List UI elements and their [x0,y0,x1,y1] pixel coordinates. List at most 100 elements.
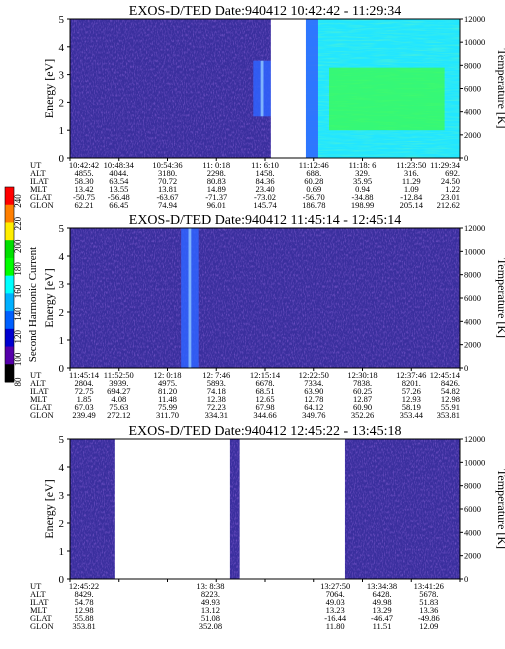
y-right-tick-label: 8000 [464,60,481,70]
orbit-cell: 11:23:50 [396,160,426,170]
orbit-cell: 23.01 [441,192,460,202]
orbit-cell: 6428. [372,589,391,599]
orbit-cell: -73.02 [254,192,276,202]
colorbar-tick-label: 160 [13,284,23,298]
y-right-tick-label: 2000 [464,551,481,561]
orbit-cell: 80.83 [207,176,226,186]
orbit-cell: 0.69 [306,184,321,194]
orbit-cell: 54.82 [441,386,460,396]
colorbar-tick-label: 120 [13,330,23,344]
colorbar-segment [5,204,14,223]
orbit-cell: 12: 7:46 [202,370,230,380]
orbit-cell: 11.48 [158,394,177,404]
y-axis-label: Energy [eV] [42,268,56,327]
orbit-cell: 63.90 [304,386,323,396]
orbit-cell: 353.81 [437,410,460,420]
orbit-cell: 688. [306,168,321,178]
orbit-cell: 8429. [74,589,93,599]
orbit-cell: 3939. [109,378,128,388]
orbit-cell: 12.09 [419,621,438,631]
orbit-cell: 62.21 [74,200,93,210]
orbit-row-label: ILAT [30,176,49,186]
orbit-cell: 316. [404,168,419,178]
spectrogram-panel-3: EXOS-D/TED Date:940412 12:45:22 - 13:45:… [30,424,505,631]
orbit-cell: 57.26 [402,386,421,396]
orbit-cell: 13.42 [74,184,93,194]
orbit-cell: 13.23 [326,605,345,615]
orbit-cell: 7334. [304,378,323,388]
colorbar-tick-label: 100 [13,352,23,366]
y-right-tick-label: 4000 [464,527,481,537]
orbit-cell: 11.80 [326,621,345,631]
y-right-tick-label: 0 [464,574,468,584]
orbit-cell: 81.20 [158,386,177,396]
blue-edge [305,19,318,158]
orbit-cell: 35.95 [353,176,372,186]
y-tick-label: 3 [59,279,65,291]
orbit-cell: 0.94 [355,184,371,194]
orbit-cell: 60.28 [304,176,323,186]
orbit-cell: 13:41:26 [414,581,444,591]
orbit-cell: 58.19 [402,402,421,412]
orbit-cell: 13.29 [372,605,391,615]
orbit-cell: 12.65 [255,394,274,404]
y-tick-label: 5 [59,14,65,26]
orbit-cell: -56.70 [303,192,325,202]
y-right-tick-label: 4000 [464,316,481,326]
y-tick-label: 4 [59,462,65,474]
orbit-cell: 145.74 [253,200,277,210]
y-tick-label: 0 [59,574,65,586]
orbit-cell: 64.12 [304,402,323,412]
orbit-cell: 68.51 [255,386,274,396]
orbit-cell: 67.03 [74,402,93,412]
orbit-cell: 8223. [201,589,220,599]
y-right-axis-label: Temperature [K] [495,258,505,338]
orbit-cell: 186.78 [302,200,325,210]
orbit-cell: 1458. [255,168,274,178]
orbit-cell: 692. [445,168,460,178]
orbit-cell: 12:37:46 [396,370,426,380]
colorbar-segment [5,275,14,294]
y-right-tick-label: 2000 [464,340,481,350]
orbit-cell: 212.62 [437,200,460,210]
orbit-cell: 75.99 [158,402,177,412]
orbit-cell: 51.83 [419,597,438,607]
colorbar-segment [5,187,14,206]
y-right-tick-label: 6000 [464,504,481,514]
orbit-cell: 13.12 [201,605,220,615]
orbit-cell: 23.40 [255,184,274,194]
orbit-row-label: ALT [30,168,47,178]
orbit-cell: 5893. [207,378,226,388]
orbit-cell: 55.91 [441,402,460,412]
orbit-row-label: ILAT [30,386,49,396]
y-tick-label: 4 [59,251,65,263]
orbit-cell: 96.01 [207,200,226,210]
orbit-cell: 49.93 [201,597,220,607]
y-axis-label: Energy [eV] [42,479,56,538]
orbit-cell: -16.44 [324,613,347,623]
data-gap [239,438,345,580]
colorbar-tick-label: 220 [13,216,23,230]
y-tick-label: 1 [59,546,65,558]
blue-band-core [260,60,264,117]
colorbar-label: Second Harmonic Current [27,247,39,362]
orbit-row-label: GLON [30,621,54,631]
blue-band-core [188,228,192,368]
plot-noise [70,228,460,368]
colorbar-segment [5,240,14,259]
orbit-cell: 352.08 [199,621,222,631]
orbit-cell: 353.81 [72,621,95,631]
colorbar-segment [5,328,14,348]
y-right-tick-label: 12000 [464,14,485,24]
orbit-cell: 272.12 [107,410,130,420]
y-tick-label: 0 [59,153,65,165]
orbit-cell: -50.75 [73,192,95,202]
y-tick-label: 5 [59,434,65,446]
orbit-cell: 694.27 [107,386,130,396]
data-gap [270,18,306,159]
orbit-cell: 329. [355,168,370,178]
orbit-cell: 352.26 [351,410,374,420]
y-tick-label: 5 [59,223,65,235]
orbit-cell: 12.98 [441,394,460,404]
y-right-tick-label: 2000 [464,130,481,140]
